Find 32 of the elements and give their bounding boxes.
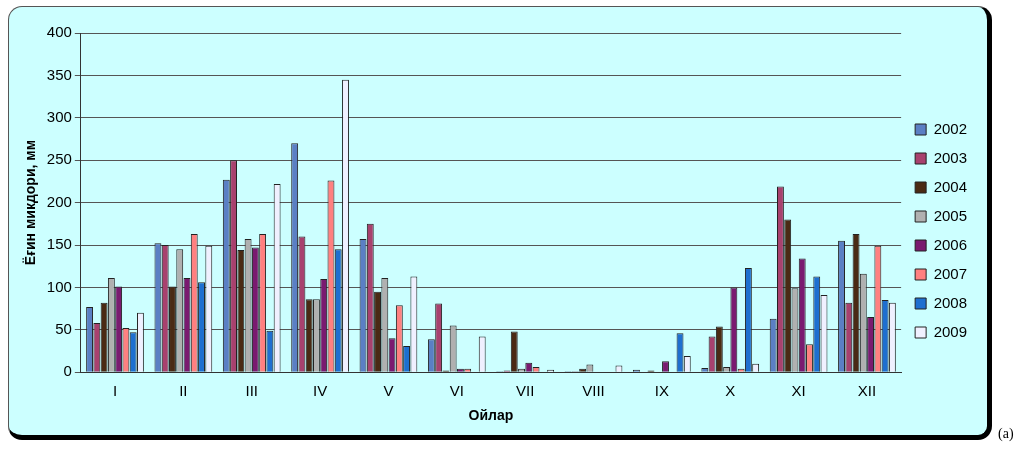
y-axis-title: Ёғин микдори, мм (22, 139, 39, 266)
x-tick-label: II (179, 382, 188, 400)
legend-label: 2008 (933, 293, 968, 311)
y-tick-label: 200 (46, 192, 72, 210)
x-tick-label: VII (515, 382, 535, 400)
y-tick-label: 400 (46, 23, 72, 41)
x-tick-label: X (725, 382, 736, 400)
x-tick-label: VIII (582, 382, 605, 400)
y-tick-label: 350 (46, 65, 72, 83)
legend-label: 2006 (933, 235, 968, 253)
x-axis-title: Ойлар (468, 407, 514, 424)
legend-label: 2007 (933, 264, 968, 282)
legend-label: 2003 (933, 148, 968, 166)
x-tick-label: XII (857, 382, 877, 400)
x-tick-label: IV (312, 382, 328, 400)
x-tick-label: XI (791, 382, 806, 400)
y-tick-label: 150 (46, 235, 72, 253)
y-tick-label: 300 (46, 107, 72, 125)
legend-label: 2005 (933, 206, 968, 224)
legend-label: 2004 (933, 177, 968, 195)
y-tick-label: 0 (63, 362, 72, 380)
legend-label: 2002 (933, 119, 968, 137)
y-tick-label: 50 (55, 319, 72, 337)
x-tick-label: VI (449, 382, 464, 400)
x-tick-label: III (245, 382, 258, 400)
y-tick-label: 250 (46, 150, 72, 168)
legend-label: 2009 (933, 322, 968, 340)
text: (а) (998, 426, 1014, 442)
x-tick-label: I (112, 382, 118, 400)
x-tick-label: V (383, 382, 394, 400)
y-tick-label: 100 (46, 277, 72, 295)
x-tick-label: IX (654, 382, 669, 400)
